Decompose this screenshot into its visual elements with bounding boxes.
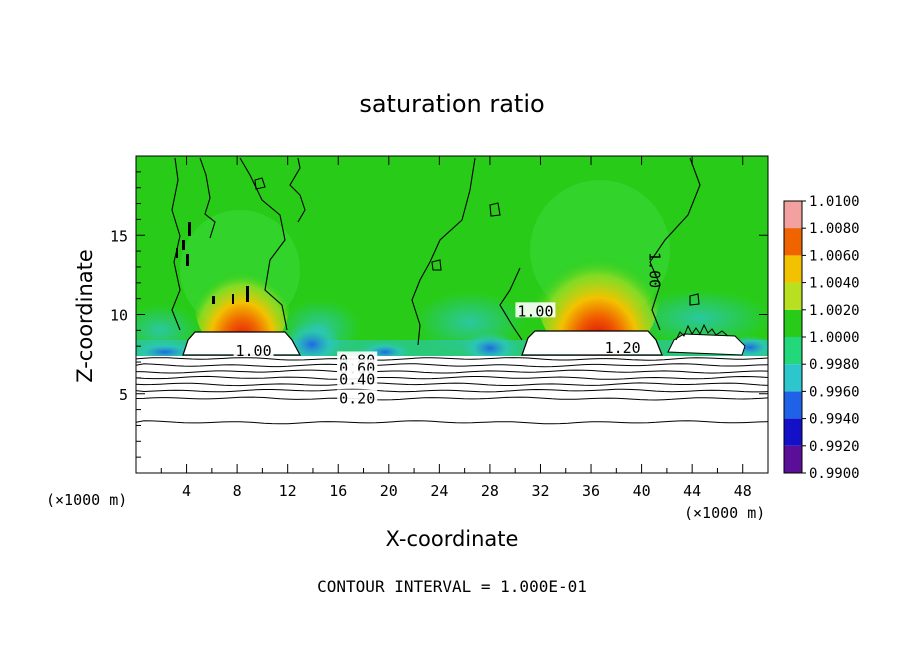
x-tick-label: 40: [633, 482, 651, 500]
contour-label: 0.20: [339, 390, 375, 408]
x-tick-label: 20: [380, 482, 398, 500]
colorbar: 0.9900 0.9920 0.9940 0.9960 0.9980 1.0000 1.00…: [783, 194, 860, 482]
chart-title: saturation ratio: [359, 90, 544, 118]
colorbar-label: 1.0040: [809, 276, 860, 292]
contour-label-bg: [337, 389, 378, 405]
x-tick-label: 36: [582, 482, 600, 500]
x-tick-label: 28: [481, 482, 499, 500]
contour-label: 1.00: [235, 342, 271, 360]
x-axis: 4 8 12 16 20 24 28 32 36 40 44 48: [160, 156, 752, 500]
x-tick-label: 12: [279, 482, 297, 500]
colorbar-swatch: [784, 282, 802, 310]
colorbar-swatch: [784, 309, 802, 337]
contour-labels: 1.001.200.800.600.400.201.001.00: [233, 252, 663, 408]
contour-line: [136, 363, 768, 368]
contour-line: [136, 382, 768, 387]
unsaturated-region: [136, 356, 768, 473]
x-tick-label: 4: [182, 482, 191, 500]
cloud-far-right: [667, 333, 746, 356]
colorbar-label: 1.0020: [809, 303, 860, 319]
contour-interval-label: CONTOUR INTERVAL = 1.000E-01: [317, 577, 587, 596]
contour-label-bg: [337, 370, 378, 386]
contour-label: 1.00: [645, 252, 663, 288]
x-unit-label-right: (×1000 m): [684, 504, 765, 522]
contour-label-bg: [515, 302, 556, 318]
x-axis-title: X-coordinate: [386, 527, 519, 551]
contour-line: [136, 420, 768, 425]
contour-line: [136, 375, 768, 380]
dry-blob: [462, 329, 518, 361]
colorbar-swatch: [784, 364, 802, 392]
colorbar-swatch: [784, 418, 802, 446]
contour-line: [136, 357, 768, 361]
x-tick-label: 8: [233, 482, 242, 500]
colorbar-label: 1.0060: [809, 248, 860, 264]
plot-area: 1.001.200.800.600.400.201.001.00: [136, 156, 768, 473]
hotspot-left: [194, 242, 290, 358]
colorbar-swatch: [784, 445, 802, 473]
cyan-patch: [630, 290, 768, 346]
y-tick-label: 5: [119, 386, 128, 404]
contour-lines-lower: [136, 357, 768, 425]
noise-features: [176, 222, 249, 304]
colorbar-label: 0.9900: [809, 466, 860, 482]
colorbar-label: 0.9920: [809, 439, 860, 455]
colorbar-swatch: [784, 228, 802, 256]
x-tick-label: 48: [734, 482, 752, 500]
contour-label-bg: [602, 338, 643, 354]
colorbar-swatch: [784, 201, 802, 229]
contour-line: [136, 396, 768, 401]
x-tick-label: 32: [531, 482, 549, 500]
contour-label: 1.00: [517, 302, 553, 320]
x-unit-label-left: (×1000 m): [46, 491, 127, 509]
y-tick-label: 10: [110, 307, 128, 325]
y-axis-title: Z-coordinate: [73, 249, 97, 383]
x-tick-label: 16: [329, 482, 347, 500]
contour-line: [136, 369, 768, 374]
colorbar-label: 1.0100: [809, 194, 860, 210]
colorbar-swatch: [784, 255, 802, 283]
contour-line: [136, 388, 768, 393]
contour-label-bg: [233, 341, 274, 357]
ragged-cloud-top: [675, 323, 729, 341]
y-axis: 5 10 15: [110, 171, 768, 458]
x-tick-label: 44: [683, 482, 701, 500]
colorbar-swatch: [784, 337, 802, 365]
x-tick-label: 24: [430, 482, 448, 500]
colorbar-label: 0.9960: [809, 384, 860, 400]
colorbar-label: 0.9980: [809, 357, 860, 373]
colorbar-label: 1.0000: [809, 330, 860, 346]
colorbar-label: 0.9940: [809, 412, 860, 428]
y-tick-label: 15: [110, 227, 128, 245]
hotspot-right: [536, 222, 660, 362]
colorbar-swatch: [784, 391, 802, 419]
contour-label: 0.40: [339, 370, 375, 388]
colorbar-label: 1.0080: [809, 221, 860, 237]
contour-label: 1.20: [605, 339, 641, 357]
